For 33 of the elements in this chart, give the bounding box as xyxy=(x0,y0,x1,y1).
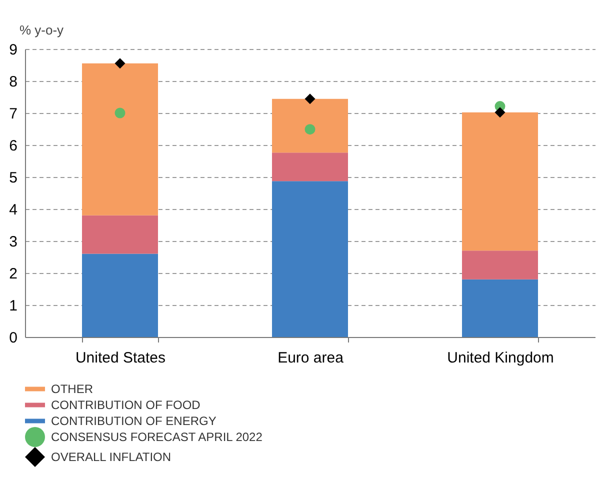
point xyxy=(114,58,126,69)
y-tick-label: 1 xyxy=(9,298,18,314)
y-tick-label: 8 xyxy=(9,74,18,90)
y-tick-label: 4 xyxy=(9,202,18,218)
y-tick-label: 9 xyxy=(9,42,18,58)
point xyxy=(114,108,126,118)
legend-label: OVERALL INFLATION xyxy=(51,450,172,464)
x-tick-label: United Kingdom xyxy=(447,350,554,366)
y-tick-label: 3 xyxy=(9,234,18,250)
bar xyxy=(82,254,158,337)
x-tick-label: Euro area xyxy=(278,350,344,366)
point xyxy=(304,94,316,104)
bar xyxy=(82,63,158,216)
legend-label: CONTRIBUTION OF FOOD xyxy=(51,398,201,412)
bar xyxy=(462,279,538,337)
point xyxy=(304,124,316,135)
bar xyxy=(272,152,348,182)
legend-label: CONSENSUS FORECAST APRIL 2022 xyxy=(51,430,263,444)
point xyxy=(494,107,506,118)
bar xyxy=(462,112,538,251)
y-axis-title: % y-o-y xyxy=(20,22,64,38)
legend-label: CONTRIBUTION OF ENERGY xyxy=(51,414,216,428)
y-tick-label: 5 xyxy=(9,170,18,186)
legend-label: OTHER xyxy=(51,382,94,396)
y-tick-label: 0 xyxy=(9,330,18,346)
bar xyxy=(462,250,538,280)
bar xyxy=(272,98,348,153)
bar xyxy=(272,181,348,337)
x-tick-label: United States xyxy=(75,350,166,366)
bar xyxy=(82,215,158,254)
y-tick-label: 6 xyxy=(9,138,18,154)
y-tick-label: 2 xyxy=(9,266,18,282)
y-tick-label: 7 xyxy=(9,106,18,122)
